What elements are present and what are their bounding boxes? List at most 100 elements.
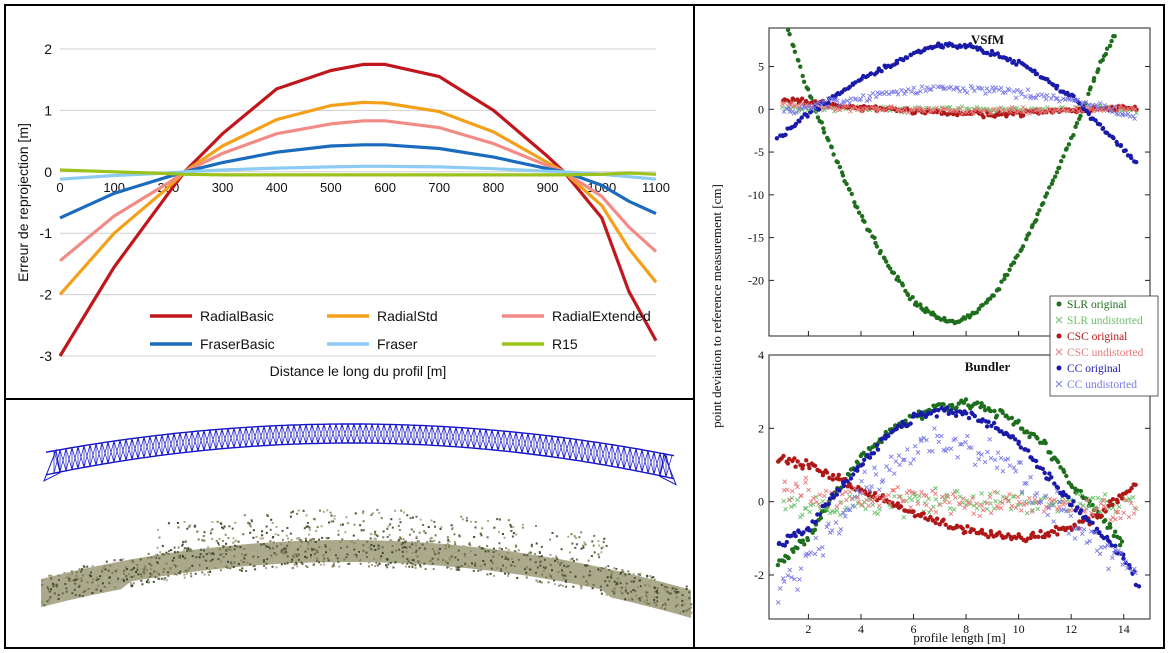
cloud-point <box>621 592 624 595</box>
cloud-point <box>346 522 349 525</box>
cloud-point <box>574 575 577 578</box>
cloud-point <box>155 571 158 573</box>
data-point <box>995 490 1000 496</box>
data-point <box>841 510 846 516</box>
data-point <box>859 214 865 219</box>
cloud-point <box>603 537 606 540</box>
data-point <box>908 461 913 466</box>
cloud-point <box>646 591 649 594</box>
cloud-point <box>49 596 52 599</box>
data-point <box>1057 499 1062 505</box>
data-point <box>992 489 997 495</box>
cloud-point <box>458 534 461 537</box>
cloud-point <box>419 518 422 521</box>
data-point <box>1019 491 1025 496</box>
cloud-point <box>600 551 603 554</box>
cloud-point <box>199 553 202 556</box>
data-point <box>1038 499 1044 505</box>
data-point <box>1090 513 1096 519</box>
data-point <box>933 509 939 515</box>
data-point <box>782 559 787 564</box>
cloud-point <box>470 549 473 552</box>
data-point <box>933 491 938 496</box>
cloud-point <box>148 562 151 565</box>
cloud-point <box>156 528 159 531</box>
data-point <box>1046 505 1051 511</box>
cloud-point <box>238 558 241 561</box>
cloud-point <box>688 591 691 594</box>
data-point <box>923 493 929 498</box>
cloud-point <box>527 552 530 555</box>
cloud-point <box>451 528 454 531</box>
cloud-point <box>385 541 388 544</box>
cloud-point <box>627 570 630 573</box>
data-point <box>865 106 870 112</box>
data-point <box>917 493 922 499</box>
data-point <box>1010 434 1015 439</box>
cloud-point <box>103 583 106 586</box>
cloud-point <box>505 556 508 559</box>
data-point <box>899 108 904 114</box>
data-point <box>793 481 799 487</box>
cloud-point <box>141 583 144 586</box>
cloud-point <box>480 534 483 537</box>
data-point <box>847 489 853 495</box>
cloud-point <box>570 533 573 536</box>
cloud-point <box>218 548 221 551</box>
cloud-point <box>156 561 159 564</box>
data-point <box>1016 460 1022 465</box>
cloud-point <box>318 546 321 549</box>
data-point <box>1083 514 1088 519</box>
cloud-point <box>681 594 684 597</box>
cloud-point <box>419 565 422 568</box>
cloud-point <box>295 555 298 558</box>
data-point <box>954 523 960 528</box>
cloud-point <box>74 594 77 597</box>
cloud-point <box>167 522 170 525</box>
cloud-point <box>599 569 602 572</box>
cloud-point <box>173 573 176 576</box>
data-point <box>1000 410 1005 415</box>
data-point <box>1092 507 1097 513</box>
data-point <box>863 106 869 112</box>
cloud-point <box>572 560 575 562</box>
cloud-point <box>209 570 212 573</box>
data-point <box>946 411 951 416</box>
data-point <box>1086 503 1092 509</box>
cloud-point <box>132 575 135 578</box>
cloud-point <box>203 559 206 562</box>
data-point <box>850 503 856 509</box>
cloud-point <box>683 603 686 606</box>
cloud-point <box>147 557 150 560</box>
data-point <box>942 408 947 413</box>
data-point <box>1079 102 1085 108</box>
cloud-point <box>319 563 322 566</box>
cloud-point <box>399 536 402 539</box>
data-point <box>899 87 904 93</box>
data-point <box>1061 469 1067 475</box>
cloud-point <box>554 559 556 562</box>
data-point <box>1016 439 1021 444</box>
data-point <box>993 498 998 504</box>
data-point <box>1007 56 1013 62</box>
data-point <box>979 491 984 496</box>
data-point <box>829 145 834 150</box>
cloud-point <box>370 548 373 551</box>
data-point <box>965 524 970 529</box>
cloud-point <box>552 557 555 560</box>
cloud-point <box>100 569 103 572</box>
cloud-point <box>386 527 389 530</box>
data-point <box>801 530 806 535</box>
cloud-point <box>586 564 589 567</box>
data-point <box>1016 108 1022 114</box>
data-point <box>965 433 970 439</box>
cloud-point <box>221 553 224 556</box>
data-point <box>937 502 943 508</box>
cloud-point <box>463 553 466 556</box>
data-point <box>808 550 814 555</box>
cloud-point <box>676 603 679 606</box>
data-point <box>848 96 854 101</box>
cloud-point <box>457 552 460 555</box>
cloud-point <box>560 561 563 564</box>
data-point <box>1051 519 1056 524</box>
